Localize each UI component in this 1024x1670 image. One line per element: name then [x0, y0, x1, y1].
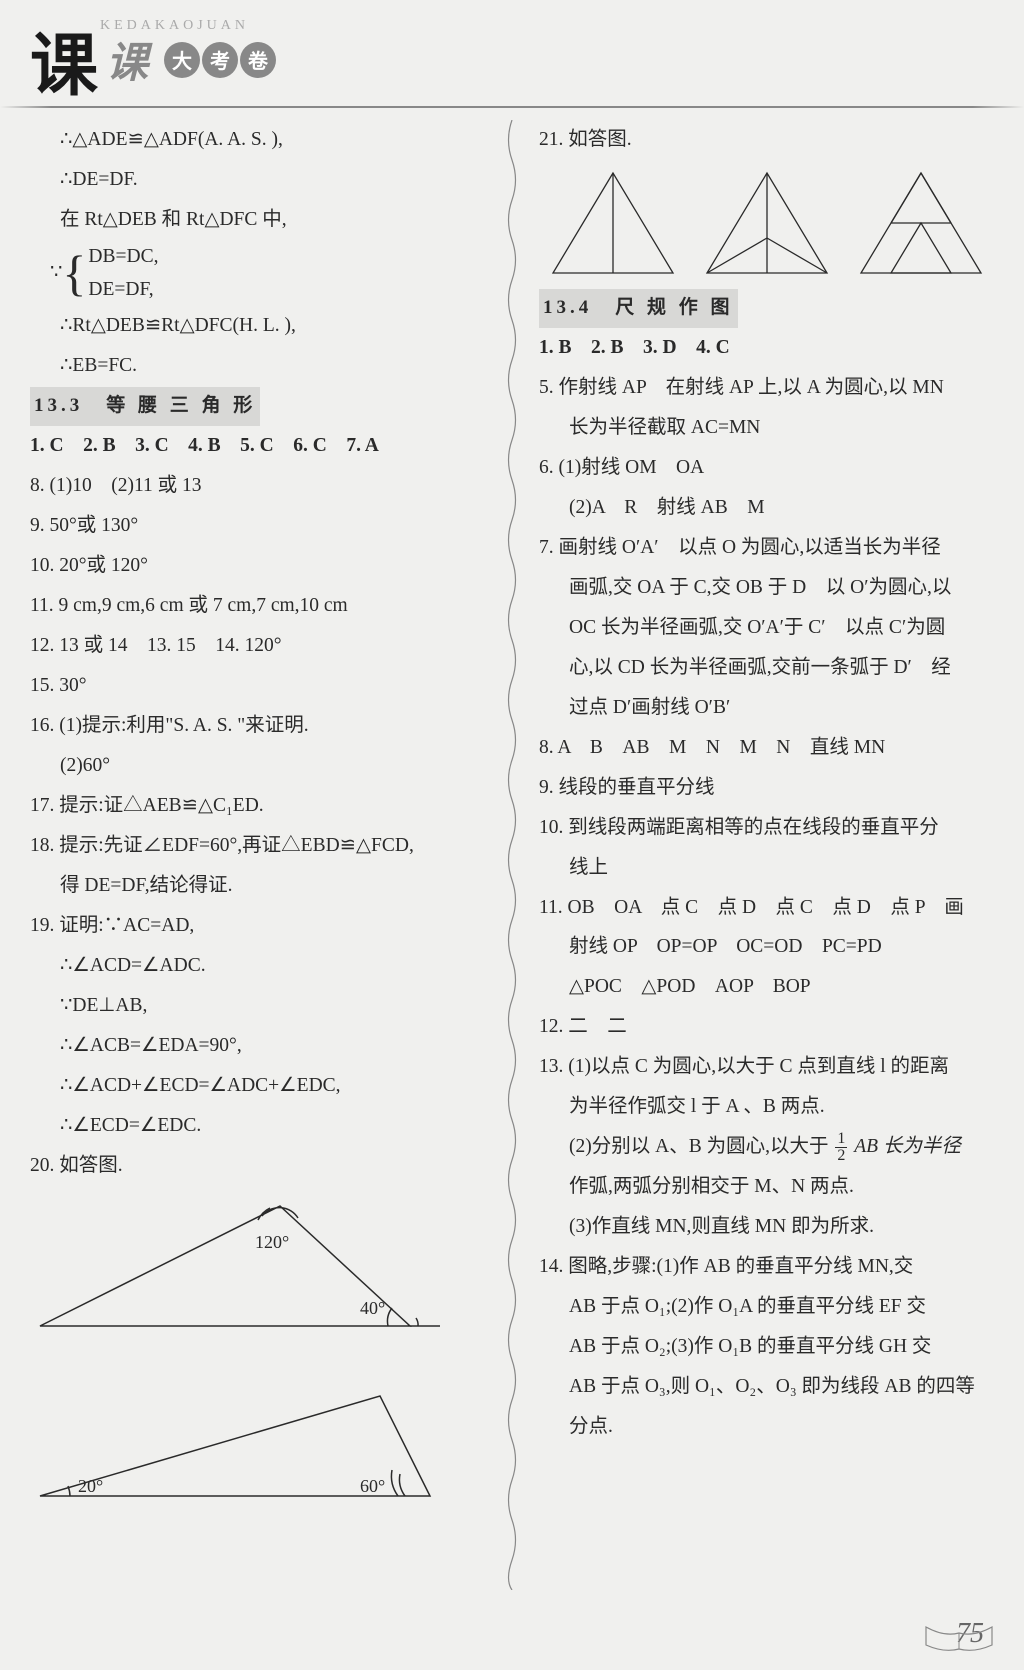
answer-line: 14. 图略,步骤:(1)作 AB 的垂直平分线 MN,交 — [539, 1247, 994, 1287]
answer-line: AB 于点 O₃,则 O₁、O₂、O₃ 即为线段 AB 的四等 — [539, 1367, 994, 1407]
proof-line: ∴DE=DF. — [30, 160, 485, 200]
answer-line: 10. 到线段两端距离相等的点在线段的垂直平分 — [539, 808, 994, 848]
text-span: AB 长为半径 — [854, 1136, 961, 1157]
left-column: ∴△ADE≌△ADF(A. A. S. ), ∴DE=DF. 在 Rt△DEB … — [30, 120, 485, 1590]
answer-line: 长为半径截取 AC=MN — [539, 408, 994, 448]
figure-20-svg: 120° 40° 20° 60° — [30, 1196, 450, 1506]
answer-line: 16. (1)提示:利用"S. A. S. "来证明. — [30, 706, 485, 746]
answer-line: 得 DE=DF,结论得证. — [30, 866, 485, 906]
answer-line: 9. 50°或 130° — [30, 506, 485, 546]
answer-line: 作弧,两弧分别相交于 M、N 两点. — [539, 1167, 994, 1207]
answer-line: 19. 证明:∵AC=AD, — [30, 906, 485, 946]
answer-line: 9. 线段的垂直平分线 — [539, 768, 994, 808]
answer-line: ∴∠ACB=∠EDA=90°, — [30, 1026, 485, 1066]
answer-line: 15. 30° — [30, 666, 485, 706]
answer-line: ∴∠ACD=∠ADC. — [30, 946, 485, 986]
answer-line: (2)60° — [30, 746, 485, 786]
text-span: (2)分别以 A、B 为圆心,以大于 — [569, 1136, 828, 1157]
proof-line: ∴△ADE≌△ADF(A. A. S. ), — [30, 120, 485, 160]
answer-line: 13. (1)以点 C 为圆心,以大于 C 点到直线 l 的距离 — [539, 1047, 994, 1087]
answer-line: 线上 — [539, 848, 994, 888]
because-symbol: ∵ — [50, 253, 62, 293]
proof-line: 在 Rt△DEB 和 Rt△DFC 中, — [30, 200, 485, 240]
angle-label: 40° — [360, 1298, 385, 1318]
header-sub-char: 课 — [106, 29, 148, 90]
answer-line: 11. 9 cm,9 cm,6 cm 或 7 cm,7 cm,10 cm — [30, 586, 485, 626]
fraction-num: 1 — [835, 1131, 847, 1148]
answer-line: 8. (1)10 (2)11 或 13 — [30, 466, 485, 506]
header-badge: 大 考 卷 — [164, 42, 276, 78]
badge-char-3: 卷 — [240, 42, 276, 78]
figure-21 — [539, 168, 994, 278]
badge-char-1: 大 — [164, 42, 200, 78]
triangle-1-svg — [548, 168, 678, 278]
proof-line: ∴EB=FC. — [30, 346, 485, 386]
brace-group: ∵ { DB=DC, DE=DF, — [30, 240, 485, 306]
answer-line: 18. 提示:先证∠EDF=60°,再证△EBD≌△FCD, — [30, 826, 485, 866]
answer-line: 8. A B AB M N M N 直线 MN — [539, 728, 994, 768]
triangle-2-svg — [702, 168, 832, 278]
answer-line: 过点 D′画射线 O′B′ — [539, 688, 994, 728]
answer-line: 6. (1)射线 OM OA — [539, 448, 994, 488]
answer-line: 分点. — [539, 1407, 994, 1447]
answer-line: 11. OB OA 点 C 点 D 点 C 点 D 点 P 画 — [539, 888, 994, 928]
answer-line: 12. 二 二 — [539, 1007, 994, 1047]
answer-line: 1. B 2. B 3. D 4. C — [539, 328, 994, 368]
proof-line: ∴Rt△DEB≌Rt△DFC(H. L. ), — [30, 306, 485, 346]
header-rule — [0, 106, 1024, 108]
section-heading: 13.3 等 腰 三 角 形 — [30, 387, 260, 426]
answer-line: 1. C 2. B 3. C 4. B 5. C 6. C 7. A — [30, 426, 485, 466]
figure-20: 120° 40° 20° 60° — [30, 1196, 485, 1521]
answer-line: 21. 如答图. — [539, 120, 994, 160]
book-icon — [924, 1625, 994, 1658]
answer-line: AB 于点 O₁;(2)作 O₁A 的垂直平分线 EF 交 — [539, 1287, 994, 1327]
fraction-den: 2 — [835, 1148, 847, 1164]
answer-line: 20. 如答图. — [30, 1146, 485, 1186]
answer-line: ∴∠ACD+∠ECD=∠ADC+∠EDC, — [30, 1066, 485, 1106]
answer-line: (2)A R 射线 AB M — [539, 488, 994, 528]
angle-label: 60° — [360, 1476, 385, 1496]
answer-line: 7. 画射线 O′A′ 以点 O 为圆心,以适当长为半径 — [539, 528, 994, 568]
answer-line: 17. 提示:证△AEB≌△C₁ED. — [30, 786, 485, 826]
answer-line: ∴∠ECD=∠EDC. — [30, 1106, 485, 1146]
answer-line: 5. 作射线 AP 在射线 AP 上,以 A 为圆心,以 MN — [539, 368, 994, 408]
fraction: 1 2 — [835, 1131, 847, 1164]
answer-line: AB 于点 O₂;(3)作 O₁B 的垂直平分线 GH 交 — [539, 1327, 994, 1367]
answer-line: OC 长为半径画弧,交 O′A′于 C′ 以点 C′为圆 — [539, 608, 994, 648]
triangle-3-svg — [856, 168, 986, 278]
section-heading: 13.4 尺 规 作 图 — [539, 289, 738, 328]
brace-line: DE=DF, — [88, 279, 153, 300]
answer-line: 为半径作弧交 l 于 A 、B 两点. — [539, 1087, 994, 1127]
right-column: 21. 如答图. — [539, 120, 994, 1590]
header-pinyin: KEDAKAOJUAN — [100, 18, 249, 34]
header-main-char: 课 — [30, 10, 98, 109]
answer-line: △POC △POD AOP BOP — [539, 967, 994, 1007]
answer-line: 10. 20°或 120° — [30, 546, 485, 586]
answer-line: 12. 13 或 14 13. 15 14. 120° — [30, 626, 485, 666]
answer-line: 射线 OP OP=OP OC=OD PC=PD — [539, 927, 994, 967]
answer-line: ∵DE⊥AB, — [30, 986, 485, 1026]
badge-char-2: 考 — [202, 42, 238, 78]
angle-label: 120° — [255, 1232, 289, 1252]
answer-line: 心,以 CD 长为半径画弧,交前一条弧于 D′ 经 — [539, 648, 994, 688]
wave-divider-icon — [505, 120, 519, 1590]
brace-line: DB=DC, — [88, 246, 158, 267]
content-area: ∴△ADE≌△ADF(A. A. S. ), ∴DE=DF. 在 Rt△DEB … — [30, 120, 994, 1590]
answer-line: (3)作直线 MN,则直线 MN 即为所求. — [539, 1207, 994, 1247]
answer-line: (2)分别以 A、B 为圆心,以大于 1 2 AB 长为半径 — [539, 1127, 994, 1167]
column-divider — [505, 120, 519, 1590]
angle-label: 20° — [78, 1476, 103, 1496]
answer-line: 画弧,交 OA 于 C,交 OB 于 D 以 O′为圆心,以 — [539, 568, 994, 608]
